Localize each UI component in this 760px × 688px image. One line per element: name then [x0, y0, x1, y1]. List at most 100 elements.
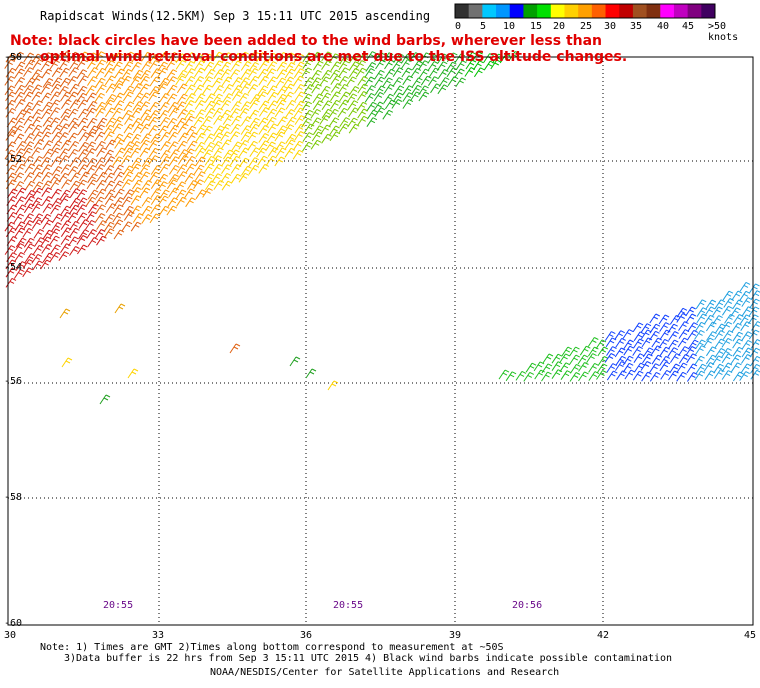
wind-barb-shape — [95, 157, 106, 167]
wind-barb — [51, 131, 63, 142]
wind-barb — [23, 133, 35, 143]
legend-swatch — [687, 4, 702, 18]
wind-barb — [402, 99, 414, 109]
wind-barb-shape — [141, 60, 152, 71]
wind-barb — [130, 221, 142, 232]
wind-barb-shape — [274, 156, 286, 167]
wind-barb — [312, 93, 324, 104]
wind-barb — [411, 60, 423, 71]
wind-barb — [77, 117, 89, 128]
wind-barb — [714, 348, 726, 358]
wind-barb-shape — [310, 139, 322, 150]
wind-barb-shape — [14, 84, 26, 95]
wind-barb — [150, 133, 161, 144]
wind-barb — [23, 203, 35, 214]
wind-barb — [258, 75, 270, 86]
wind-barb-shape — [337, 107, 349, 118]
wind-barb — [383, 93, 395, 104]
wind-barb-shape — [167, 197, 179, 208]
wind-barb-shape — [132, 123, 144, 134]
wind-barb — [114, 188, 125, 199]
wind-barb-shape — [740, 354, 752, 364]
wind-barb-shape — [400, 59, 412, 69]
wind-barb-shape — [328, 108, 339, 119]
wind-barb-shape — [748, 329, 760, 340]
wind-barb — [175, 117, 187, 128]
wind-barb-shape — [301, 67, 313, 78]
wind-barb — [641, 337, 653, 348]
wind-barb — [706, 331, 717, 341]
wind-barb-shape — [85, 148, 97, 158]
legend-label: 5 — [480, 21, 487, 32]
wind-barb-shape — [76, 244, 88, 255]
wind-barb — [305, 368, 317, 379]
wind-barb — [157, 173, 169, 184]
wind-barb — [50, 244, 61, 255]
wind-barb-shape — [195, 109, 206, 119]
wind-barb — [158, 77, 170, 88]
wind-barb — [302, 59, 314, 69]
wind-barb-shape — [595, 339, 607, 350]
wind-barb-shape — [230, 164, 242, 174]
wind-barb-shape — [740, 321, 751, 331]
wind-barb — [121, 179, 133, 189]
wind-barb — [14, 99, 26, 109]
wind-barb — [24, 163, 36, 174]
wind-barb — [32, 131, 44, 141]
wind-barb-shape — [33, 237, 45, 247]
wind-barb-shape — [276, 93, 287, 104]
wind-barb — [112, 156, 124, 167]
wind-barb-shape — [231, 91, 243, 101]
wind-barb-shape — [642, 353, 653, 364]
wind-barb-shape — [195, 132, 206, 143]
wind-barb — [195, 156, 206, 167]
wind-barb-shape — [606, 346, 617, 356]
wind-barb-shape — [60, 99, 72, 109]
wind-barb — [49, 235, 60, 246]
wind-barb-shape — [696, 307, 708, 317]
wind-barb-shape — [24, 189, 36, 200]
wind-barb-shape — [294, 115, 306, 125]
wind-barb — [130, 163, 142, 174]
wind-barb — [375, 59, 386, 70]
wind-barb — [150, 165, 162, 175]
wind-barb — [132, 83, 143, 93]
wind-barb-shape — [266, 85, 278, 96]
wind-barb — [168, 187, 180, 198]
wind-barb — [265, 116, 277, 127]
wind-barb — [239, 77, 250, 87]
wind-barb — [695, 299, 707, 310]
wind-barb — [257, 85, 269, 96]
wind-barb — [525, 362, 537, 373]
wind-barb — [127, 368, 139, 379]
wind-barb — [659, 322, 670, 332]
wind-barb — [185, 163, 197, 174]
wind-barb-shape — [427, 76, 439, 86]
wind-barb-shape — [14, 251, 25, 262]
legend-frame — [454, 3, 716, 19]
wind-barb-shape — [95, 140, 106, 151]
wind-barb-shape — [577, 354, 589, 365]
wind-barb — [24, 253, 36, 263]
wind-barb-shape — [750, 355, 760, 366]
wind-barb — [721, 370, 733, 380]
wind-barb — [77, 149, 89, 159]
wind-barb-shape — [114, 147, 126, 158]
wind-barb — [721, 305, 733, 316]
wind-barb — [167, 197, 179, 208]
wind-barb-shape — [614, 347, 626, 358]
wind-barb-shape — [67, 91, 78, 102]
wind-barb-shape — [551, 361, 563, 371]
wind-barb-shape — [357, 76, 368, 86]
wind-barb — [302, 141, 313, 152]
wind-barb — [703, 314, 715, 325]
wind-barb — [193, 84, 205, 95]
wind-barb-shape — [739, 290, 751, 301]
wind-barb — [515, 370, 527, 381]
wind-barb — [321, 60, 332, 70]
wind-barb-shape — [660, 369, 671, 380]
wind-barb — [49, 173, 61, 184]
wind-barb-shape — [150, 68, 162, 78]
wind-barb — [393, 85, 405, 96]
wind-barb — [266, 85, 278, 96]
